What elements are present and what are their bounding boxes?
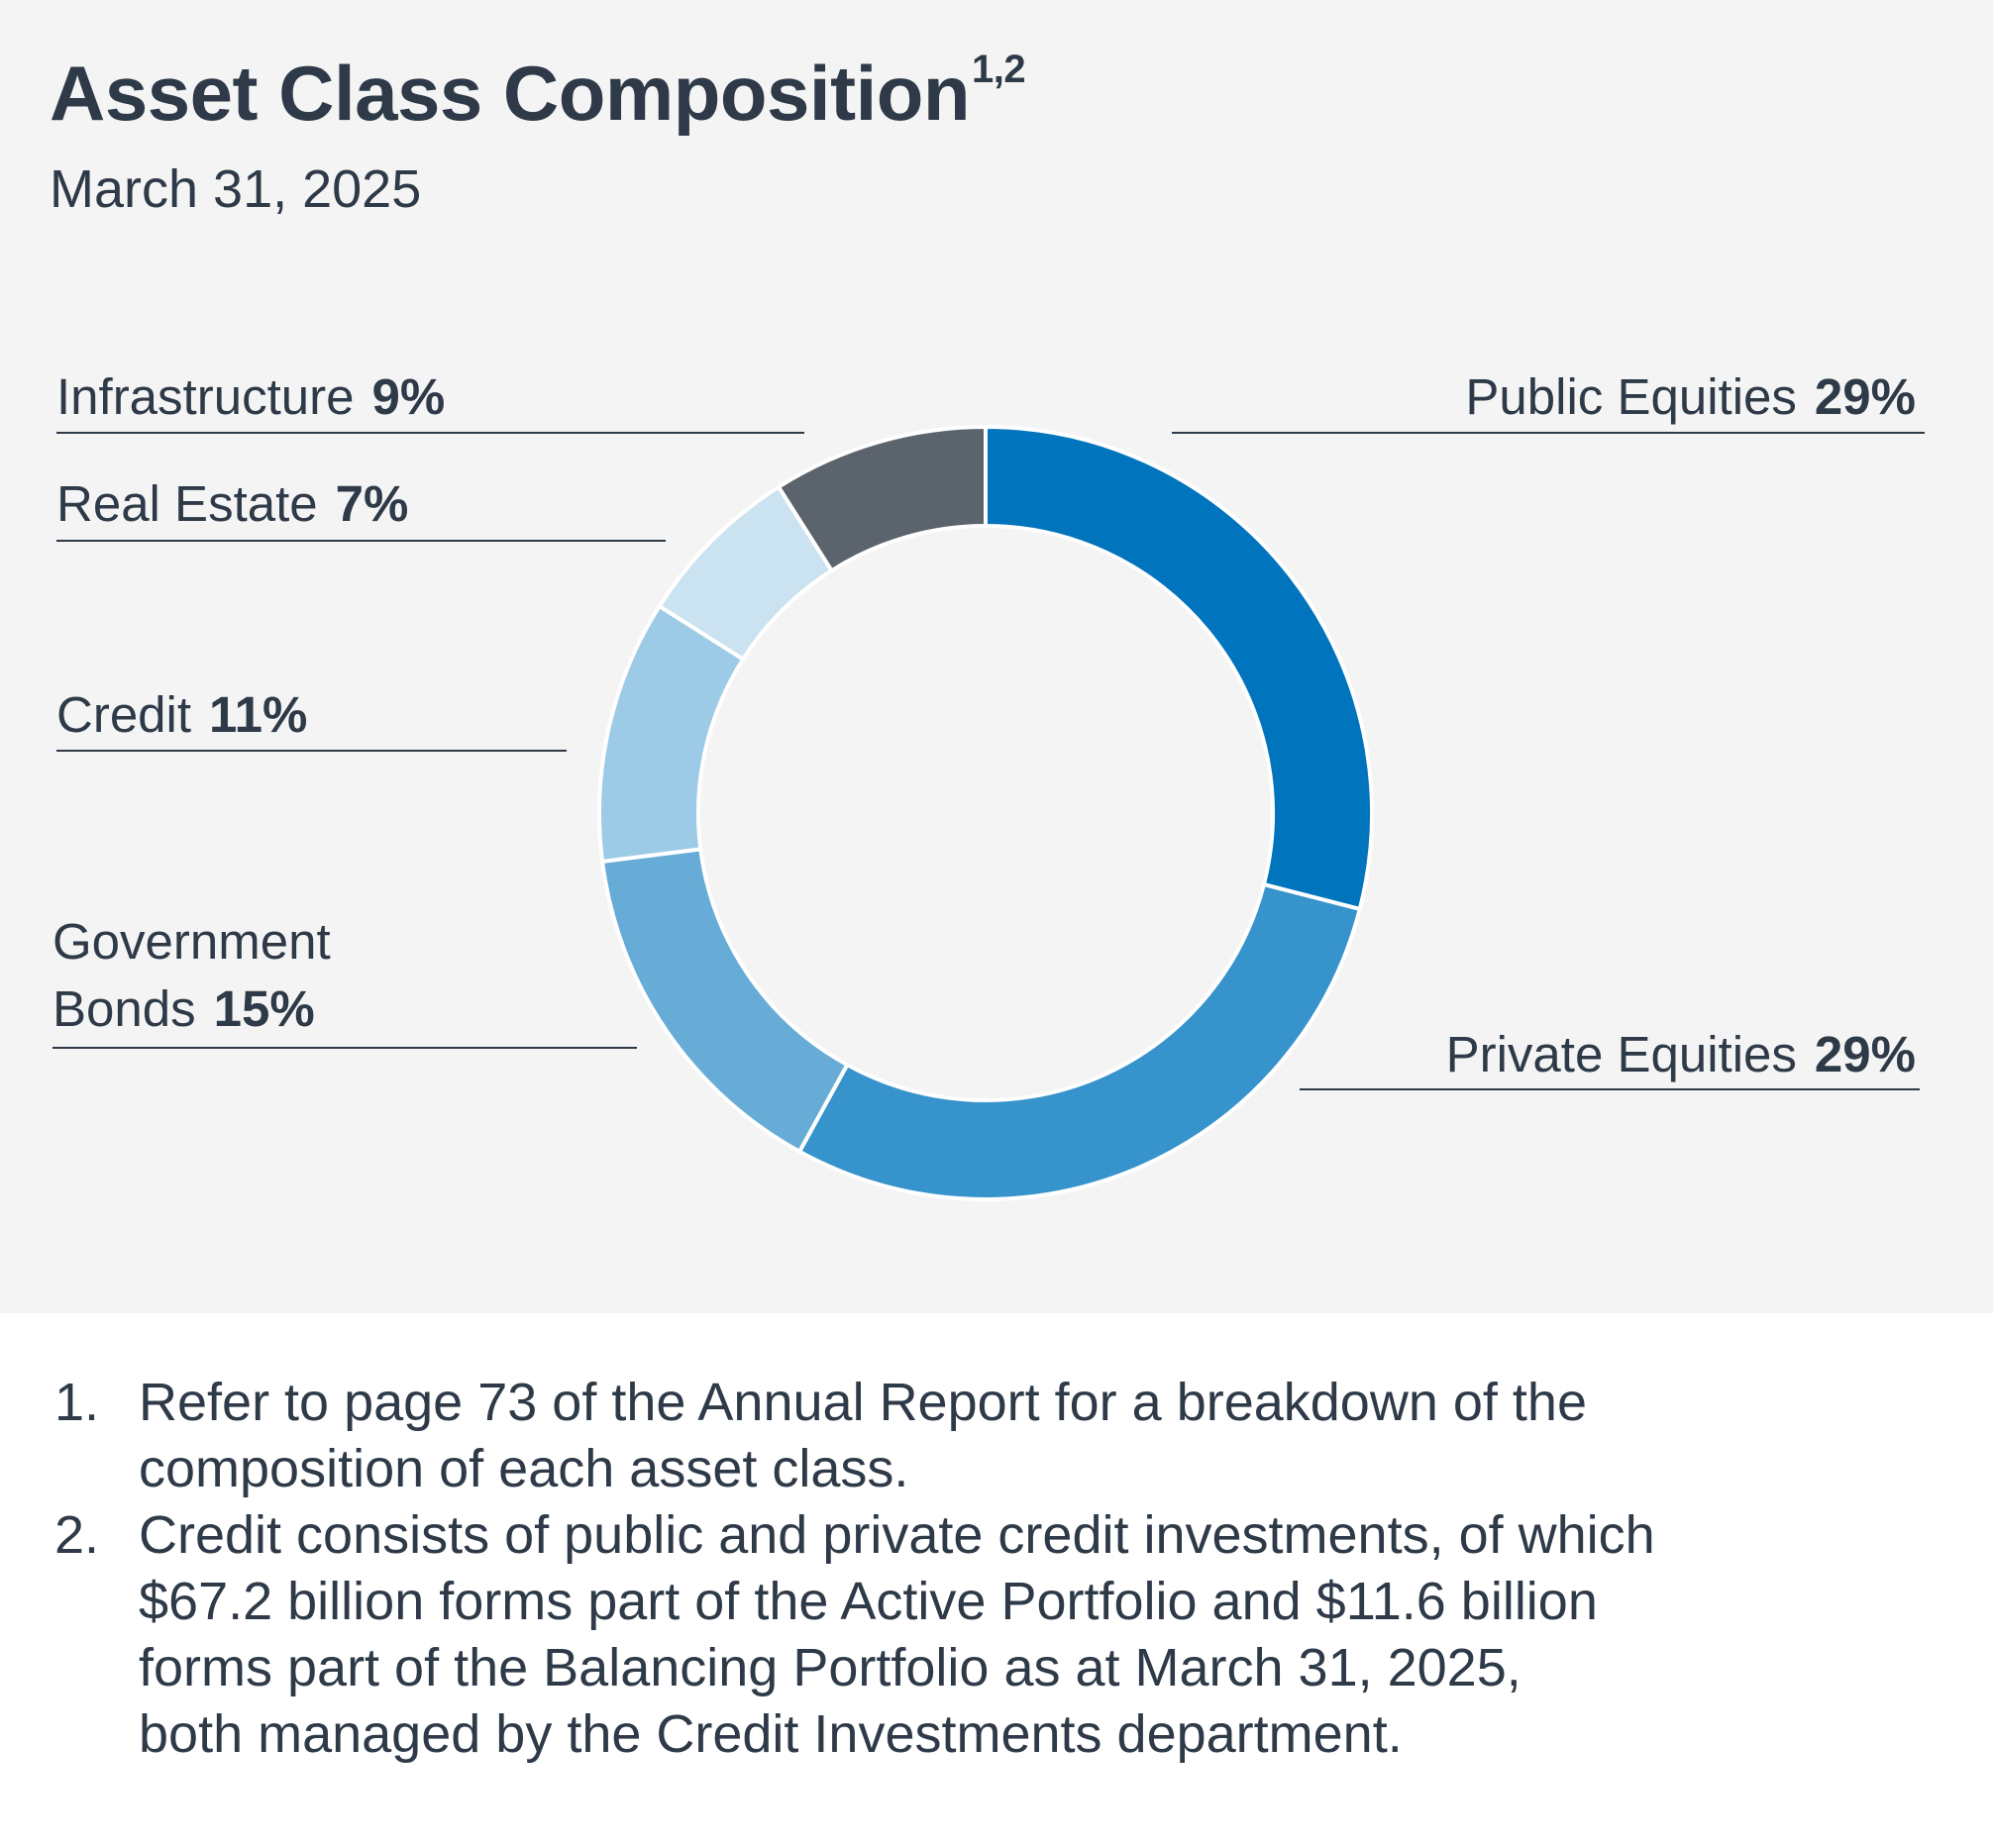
leader-private-equities [1300, 1088, 1920, 1090]
label-private-equities: Private Equities 29% [1445, 1026, 1916, 1082]
footnote-1-number: 1. [54, 1373, 100, 1432]
footnote-1-line2: composition of each asset class. [139, 1439, 909, 1498]
leader-infrastructure [56, 432, 804, 434]
footnote-2-line4: both managed by the Credit Investments d… [139, 1704, 1403, 1764]
title-footnote-ref: 1,2 [972, 48, 1026, 91]
chart-title: Asset Class Composition1,2 [50, 48, 1026, 137]
footnote-2-line3: forms part of the Balancing Portfolio as… [139, 1638, 1521, 1697]
label-real-estate: Real Estate 7% [56, 475, 409, 532]
footnote-2-number: 2. [54, 1505, 100, 1565]
leader-real-estate [56, 540, 666, 542]
footnotes: 1. Refer to page 73 of the Annual Report… [54, 1370, 1956, 1768]
label-credit: Credit 11% [56, 686, 308, 743]
donut-hole [700, 528, 1271, 1098]
footnote-2-line1: Credit consists of public and private cr… [139, 1505, 1655, 1565]
slice-private-equities [796, 881, 1363, 1201]
slice-infrastructure [776, 424, 988, 573]
footnote-1-line1: Refer to page 73 of the Annual Report fo… [139, 1373, 1587, 1432]
label-public-equities: Public Equities 29% [1465, 368, 1916, 425]
label-government-bonds-line1: Government [52, 913, 331, 970]
leader-credit [56, 750, 567, 752]
footnote-2: 2. Credit consists of public and private… [54, 1502, 1956, 1768]
chart-date: March 31, 2025 [50, 159, 422, 219]
label-government-bonds: Government Bonds 15% [52, 908, 331, 1043]
donut-chart [597, 424, 1375, 1201]
label-infrastructure: Infrastructure 9% [56, 368, 446, 425]
leader-public-equities [1172, 432, 1925, 434]
footnote-2-line2: $67.2 billion forms part of the Active P… [139, 1572, 1598, 1631]
slice-public-equities [984, 424, 1375, 912]
footnote-1: 1. Refer to page 73 of the Annual Report… [54, 1370, 1956, 1502]
leader-government-bonds [52, 1047, 637, 1049]
